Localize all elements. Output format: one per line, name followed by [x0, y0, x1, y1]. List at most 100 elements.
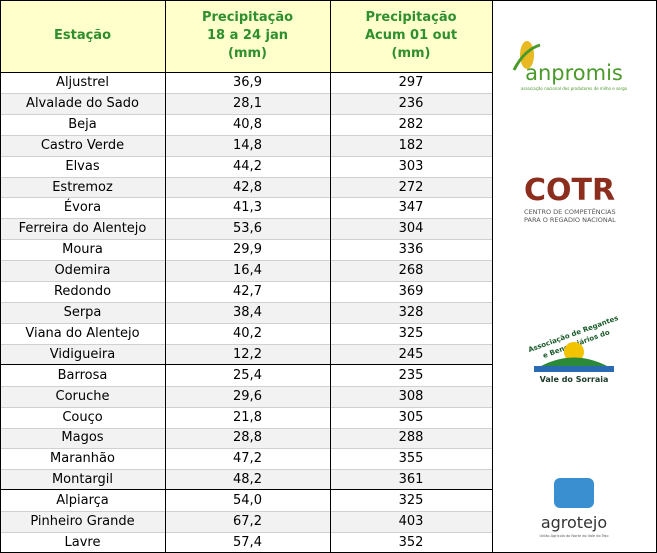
agrotejo-icon	[554, 478, 594, 508]
value-cell: 325	[398, 493, 424, 509]
value-cell: 282	[398, 116, 424, 132]
value-cell: 42,7	[233, 284, 262, 300]
row-separator	[0, 385, 492, 387]
leaf	[512, 43, 541, 71]
value-cell: 57,4	[233, 535, 262, 551]
value-cell: 245	[398, 346, 424, 362]
station-cell: Serpa	[63, 304, 102, 320]
value-cell: 369	[398, 284, 424, 300]
row-separator	[0, 281, 492, 283]
value-cell: 304	[398, 221, 424, 237]
value-cell: 38,4	[233, 304, 262, 320]
value-cell: 308	[398, 388, 424, 404]
header-text: Estação	[53, 28, 111, 43]
station-cell: Évora	[63, 200, 102, 216]
row-separator	[0, 302, 492, 304]
value-cell: 41,3	[233, 200, 262, 216]
group-separator	[0, 363, 492, 365]
station-cell: Aljustrel	[56, 74, 109, 90]
row-separator	[0, 469, 492, 471]
value-cell: 268	[398, 263, 424, 279]
station-cell: Pinheiro Grande	[30, 514, 135, 530]
value-cell: 12,2	[233, 346, 262, 362]
cotr-line2: PARA O REGADIO NACIONAL	[524, 216, 616, 224]
value-cell: 28,8	[233, 430, 262, 446]
station-cell: Estremoz	[52, 179, 113, 195]
column-border	[330, 0, 331, 553]
row-separator	[0, 448, 492, 450]
header-text: Precipitação	[201, 10, 294, 25]
station-cell: Coruche	[55, 388, 110, 404]
cotr-logo: COTR CENTRO DE COMPETÊNCIAS PARA O REGAD…	[524, 173, 616, 224]
header-text: 18 a 24 jan	[206, 28, 288, 43]
sorraia-logo: Associação de Regantes e Beneficiários d…	[527, 314, 619, 384]
agrotejo-tagline: União Agrícola do Norte do Vale do Tejo	[539, 534, 608, 538]
station-cell: Odemira	[54, 263, 111, 279]
anpromis-tagline: associação nacional dos produtores de mi…	[521, 86, 628, 91]
anpromis-name: anpromis	[525, 61, 623, 85]
station-cell: Castro Verde	[40, 137, 125, 153]
column-border	[492, 0, 493, 553]
station-cell: Beja	[68, 116, 97, 132]
row-shade	[0, 469, 492, 491]
header-cell: Precipitação 18 a 24 jan (mm)	[165, 0, 330, 72]
value-cell: 325	[398, 325, 424, 341]
value-cell: 182	[398, 137, 424, 153]
row-shade	[0, 134, 492, 156]
station-cell: Viana do Alentejo	[25, 325, 140, 341]
station-cell: Ferreira do Alentejo	[18, 221, 147, 237]
row-separator	[0, 218, 492, 220]
column-border	[165, 0, 166, 553]
value-cell: 40,2	[233, 325, 262, 341]
row-shade	[0, 427, 492, 449]
logos: anpromis associação nacional dos produto…	[512, 41, 628, 538]
station-cell: Moura	[62, 242, 103, 258]
agrotejo-logo: agrotejo União Agrícola do Norte do Vale…	[539, 478, 609, 538]
row-shade	[0, 343, 492, 365]
cotr-name: COTR	[524, 173, 615, 208]
group-separator	[0, 489, 492, 491]
value-cell: 54,0	[233, 493, 262, 509]
value-cell: 25,4	[233, 367, 262, 383]
header-text: Acum 01 out	[364, 28, 458, 43]
value-cell: 67,2	[233, 514, 262, 530]
header-cell: Estação	[0, 0, 165, 72]
row-shade	[0, 92, 492, 114]
value-cell: 352	[398, 535, 424, 551]
header-text: Precipitação	[365, 10, 457, 25]
value-cell: 29,9	[233, 242, 262, 258]
water	[534, 366, 614, 372]
station-cell: Montargil	[51, 472, 114, 488]
value-cell: 28,1	[233, 95, 262, 111]
row-shade	[0, 176, 492, 198]
station-cell: Vidigueira	[49, 346, 116, 362]
row-separator	[0, 92, 492, 94]
value-cell: 48,2	[233, 472, 262, 488]
sun	[564, 342, 584, 362]
row-separator	[0, 155, 492, 157]
value-cell: 355	[398, 451, 424, 467]
anpromis-logo: anpromis associação nacional dos produto…	[512, 41, 628, 91]
station-cell: Couço	[62, 409, 103, 425]
value-cell: 347	[398, 200, 424, 216]
row-separator	[0, 239, 492, 241]
header-cell: Precipitação Acum 01 out (mm)	[330, 0, 492, 72]
row-separator	[0, 197, 492, 199]
row-shade	[0, 218, 492, 240]
row-separator	[0, 511, 492, 513]
value-cell: 44,2	[233, 158, 262, 174]
value-cell: 236	[398, 95, 424, 111]
row-separator	[0, 532, 492, 534]
value-cell: 21,8	[233, 409, 262, 425]
row-separator	[0, 322, 492, 324]
value-cell: 235	[398, 367, 424, 383]
value-cell: 42,8	[233, 179, 262, 195]
sorraia-line3: Vale do Sorraia	[540, 375, 609, 384]
value-cell: 336	[398, 242, 424, 258]
row-shade	[0, 385, 492, 407]
value-cell: 14,8	[233, 137, 262, 153]
station-cell: Alpiarça	[56, 493, 109, 509]
value-cell: 403	[398, 514, 424, 530]
value-cell: 47,2	[233, 451, 262, 467]
